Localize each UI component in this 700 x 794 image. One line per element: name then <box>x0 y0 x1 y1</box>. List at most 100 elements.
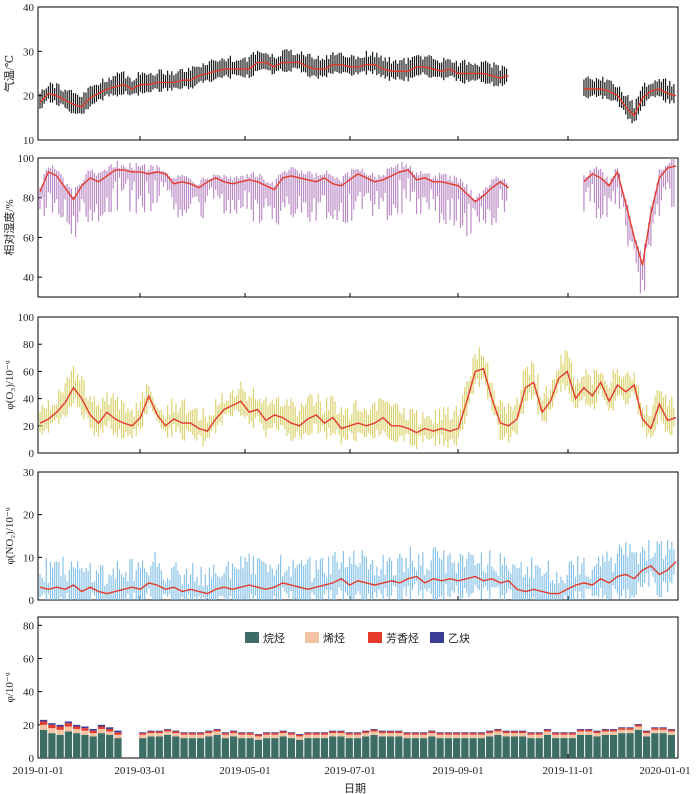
daily-range-series <box>39 347 675 450</box>
bar-segment <box>64 726 73 732</box>
bar-segment <box>411 733 419 735</box>
bar-segment <box>667 728 676 730</box>
bar-segment <box>304 734 312 739</box>
y-axis-title: 气温/℃ <box>2 55 16 92</box>
bar-segment <box>64 723 73 727</box>
daily-range-series <box>39 158 675 294</box>
bar-segment <box>106 728 114 732</box>
bar-segment <box>337 736 345 758</box>
bar-segment <box>618 729 626 734</box>
y-axis-title: φ/10⁻⁹ <box>4 672 16 702</box>
bar-segment <box>73 726 81 729</box>
bar-segment <box>73 733 81 758</box>
bar-segment <box>576 734 585 758</box>
bar-segment <box>436 733 444 735</box>
bar-segment <box>552 733 560 735</box>
bar-segment <box>477 733 486 735</box>
bar-segment <box>229 733 238 737</box>
bar-segment <box>486 730 494 732</box>
bar-segment <box>89 736 97 758</box>
bar-segment <box>238 734 246 739</box>
bar-segment <box>353 738 362 758</box>
bar-segment <box>271 733 279 735</box>
bar-segment <box>155 736 163 758</box>
bar-segment <box>419 734 428 739</box>
bar-segment <box>486 733 494 737</box>
bar-segment <box>527 733 535 735</box>
bar-segment <box>139 734 147 739</box>
panel-2: 40 60 80 100 相对湿度/% <box>2 153 679 298</box>
plot-frame <box>37 157 679 298</box>
bar-segment <box>196 733 205 735</box>
bar-segment <box>494 729 502 732</box>
bar-segment <box>114 738 122 758</box>
bar-segment <box>271 738 279 758</box>
bar-segment <box>73 728 81 734</box>
bar-segment <box>312 733 320 735</box>
bar-segment <box>527 734 535 739</box>
bar-segment <box>56 726 64 730</box>
bar-segment <box>147 730 155 732</box>
bar-segment <box>246 732 254 734</box>
bar-segment <box>378 733 386 737</box>
bar-segment <box>362 736 370 758</box>
bar-segment <box>642 733 651 737</box>
plot-frame <box>37 6 679 141</box>
bar-segment <box>642 730 651 732</box>
bar-segment <box>254 736 263 740</box>
bar-segment <box>659 728 667 730</box>
bar-segment <box>395 731 403 734</box>
bar-segment <box>543 728 552 730</box>
bar-segment <box>64 721 73 724</box>
bar-segment <box>535 732 543 734</box>
bar-segment <box>634 724 642 727</box>
bar-segment <box>543 729 552 732</box>
bar-segment <box>147 733 155 737</box>
y-tick-label: 100 <box>18 312 35 324</box>
bar-segment <box>353 734 362 739</box>
bar-segment <box>411 732 419 734</box>
bar-segment <box>436 732 444 734</box>
bar-segment <box>188 733 196 735</box>
bar-segment <box>89 728 97 731</box>
bar-segment <box>535 733 543 735</box>
bar-segment <box>205 730 213 732</box>
panel-4: 0 10 20 30 φ(NO₂)/10⁻⁹ <box>4 467 679 607</box>
x-tick-label: 2019-05-01 <box>219 765 270 777</box>
y-tick-label: 40 <box>23 272 35 284</box>
bar-segment <box>180 733 188 735</box>
x-tick-label: 2020-01-01 <box>639 765 690 777</box>
bar-segment <box>510 736 519 758</box>
bar-segment <box>667 729 676 732</box>
bar-segment <box>469 738 477 758</box>
bar-segment <box>494 731 502 735</box>
bar-segment <box>444 733 452 735</box>
bar-segment <box>419 732 428 734</box>
bar-segment <box>642 731 651 734</box>
bar-segment <box>48 733 56 758</box>
panel-3: 0 20 40 60 80 100 φ(O₃)/10⁻⁹ <box>4 312 679 460</box>
bar-segment <box>106 734 114 758</box>
bar-segment <box>114 732 122 735</box>
bar-segment <box>89 733 97 737</box>
legend-label: 烯烃 <box>323 632 345 645</box>
y-tick-label: 60 <box>23 653 35 665</box>
bar-segment <box>411 738 419 758</box>
bar-segment <box>97 733 106 758</box>
bar-segment <box>304 738 312 758</box>
y-tick-label: 30 <box>23 46 35 58</box>
bar-segment <box>659 727 667 729</box>
bar-segment <box>263 738 271 758</box>
bar-segment <box>213 731 221 735</box>
bar-segment <box>345 734 353 739</box>
bar-segment <box>172 730 180 732</box>
bar-segment <box>320 732 329 734</box>
y-tick-label: 60 <box>23 366 35 378</box>
bar-segment <box>659 729 667 734</box>
bar-segment <box>97 724 106 727</box>
bar-segment <box>593 733 601 737</box>
bar-segment <box>40 719 48 722</box>
bar-segment <box>618 733 626 758</box>
y-tick-label: 40 <box>23 394 35 406</box>
